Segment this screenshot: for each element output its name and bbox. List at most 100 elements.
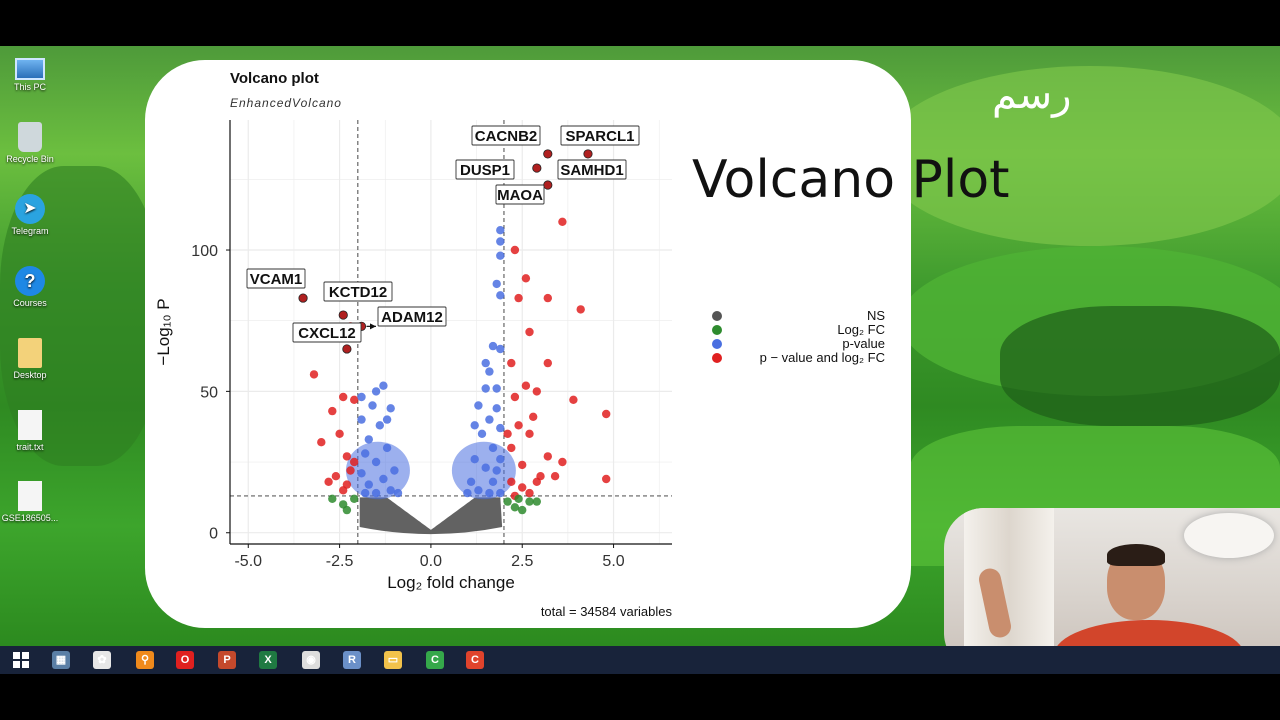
data-point-p-value-and-fc [521,274,531,283]
data-point-p-value-and-fc [342,452,352,461]
data-point-p-value [470,455,479,464]
gene-label-box [560,125,640,146]
data-point-p-value [379,474,388,484]
legend-label: Log₂ FC [837,322,885,337]
explorer-taskbar-icon[interactable]: ▭ [384,651,402,669]
desktop-icon-gse[interactable]: GSE186505... [0,481,60,523]
desktop-icon-desktop[interactable]: Desktop [0,338,60,380]
camtasia-red-taskbar-icon[interactable]: C [466,651,484,669]
data-point-p-value [496,226,505,235]
data-point-p-value [463,488,472,498]
computer-icon [15,58,45,80]
calculator-taskbar-icon[interactable]: ▦ [52,651,70,669]
data-point-p-value-and-fc [602,409,611,419]
opera-taskbar-icon[interactable]: O [176,651,194,669]
x-tick-label: 0.0 [420,553,442,570]
x-axis-label: Log₂ fold change [387,573,515,592]
data-point-p-value [496,237,505,246]
data-point-p-value-and-fc [543,293,552,303]
labeled-gene-point [298,293,308,303]
data-point-p-value-and-fc [518,460,527,470]
text-file-icon [18,410,42,440]
data-point-p-value-and-fc [525,327,534,337]
pdf-taskbar-icon[interactable]: P [218,651,236,669]
data-point-p-value [477,429,487,438]
gene-label: KCTD12 [329,284,387,301]
desktop-icon-telegram[interactable]: ➤ Telegram [0,194,60,236]
desktop-icon-this-pc[interactable]: This PC [0,52,60,92]
data-point-fc [525,497,534,506]
data-point-p-value [390,466,399,475]
data-point-p-value-and-fc [521,381,531,390]
data-point-p-value [368,401,377,410]
gene-label-box [471,125,541,146]
data-point-fc [328,494,337,503]
data-point-p-value [382,415,392,424]
data-point-p-value-and-fc [317,438,326,447]
gene-label: DUSP1 [460,162,510,179]
windows-start-icon[interactable] [12,651,30,669]
paint-taskbar-icon[interactable]: ✿ [93,651,111,669]
data-point-p-value [357,469,366,478]
data-point-p-value [492,404,501,413]
folder-icon [18,338,42,368]
taskbar: ▦ ✿ ⚲ O P X ◉ R ▭ C C [0,646,1280,674]
labeled-gene-point [342,344,352,354]
data-point-p-value [492,466,501,475]
labeled-gene-point [583,149,593,159]
chart-title: Volcano plot [230,70,319,87]
data-point-p-value-and-fc [507,443,516,453]
camtasia-green-taskbar-icon[interactable]: C [426,651,444,669]
data-point-p-value-and-fc [532,477,541,486]
data-point-p-value [496,423,505,433]
background-trees [1000,306,1280,426]
excel-taskbar-icon[interactable]: X [259,651,277,669]
arabic-title: رسم [992,72,1072,118]
ns-points-cloud [359,497,503,535]
data-point-p-value-and-fc [514,293,523,303]
search-taskbar-icon[interactable]: ⚲ [136,651,154,669]
legend-label: NS [867,308,885,323]
data-point-p-value [496,291,505,300]
data-point-p-value [357,392,366,402]
data-point-p-value-and-fc [543,358,552,368]
data-point-fc [518,505,527,515]
data-point-fc [342,505,352,515]
x-tick-label: 2.5 [511,553,533,570]
data-point-p-value-and-fc [507,477,516,486]
gene-label-arrow [370,323,376,330]
gene-label: ADAM12 [381,309,443,326]
data-point-p-value-and-fc [550,472,560,481]
data-point-p-value-and-fc [335,429,344,438]
data-point-p-value [393,488,403,498]
data-point-p-value-and-fc [525,488,534,498]
data-point-p-value [492,279,501,289]
volcano-plot: Volcano plot EnhancedVolcano CACNB2 SPARCL1… [154,70,885,619]
data-point-p-value [371,387,381,396]
data-point-p-value [361,488,370,498]
data-point-p-value-and-fc [569,395,578,404]
gene-label-box [323,281,393,302]
data-point-p-value [371,488,381,498]
desktop-icon-courses[interactable]: ? Courses [0,266,60,308]
data-point-p-value-and-fc [309,370,319,379]
help-icon: ? [15,266,45,296]
data-point-p-value [485,488,494,498]
data-point-p-value [488,443,498,453]
desktop-icon-trait[interactable]: trait.txt [0,410,60,452]
data-point-p-value [474,401,483,410]
chrome-taskbar-icon[interactable]: ◉ [302,651,320,669]
webcam-lamp [1184,513,1274,558]
data-point-p-value-and-fc [339,392,348,402]
legend-label: p-value [842,336,885,351]
data-point-p-value [496,455,505,464]
data-point-p-value-and-fc [602,474,611,484]
labeled-gene-point [338,310,348,320]
desktop-icon-label: Courses [13,298,47,308]
r-taskbar-icon[interactable]: R [343,651,361,669]
data-point-p-value [496,488,505,498]
desktop-icon-recycle-bin[interactable]: Recycle Bin [0,122,60,164]
gene-label: CACNB2 [475,128,538,145]
gene-label: VCAM1 [250,271,303,288]
gene-label: SAMHD1 [560,162,623,179]
